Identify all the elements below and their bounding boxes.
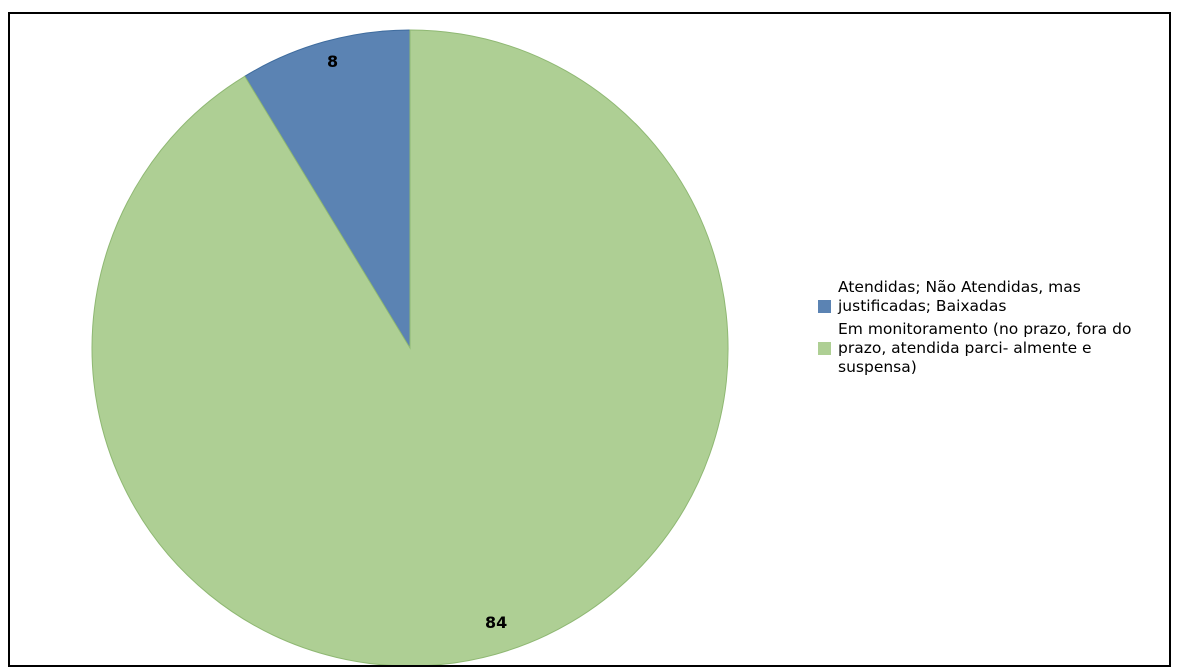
legend-item-monitoring: Em monitoramento (no prazo, fora do praz…	[818, 320, 1158, 377]
data-label-monitoring: 84	[485, 613, 507, 632]
legend-swatch-monitoring	[818, 342, 831, 355]
legend-item-completed: Atendidas; Não Atendidas, mas justificad…	[818, 278, 1158, 316]
pie-chart: 8 84	[91, 29, 729, 665]
pie-slice-completed	[244, 29, 411, 350]
legend-label-monitoring: Em monitoramento (no prazo, fora do praz…	[838, 320, 1132, 376]
pie-slice-monitoring	[91, 29, 729, 665]
chart-area: 8 84 Atendidas; Não Atendidas, mas justif…	[8, 12, 1171, 667]
legend-swatch-completed	[818, 300, 831, 313]
legend-label-completed: Atendidas; Não Atendidas, mas justificad…	[838, 278, 1081, 315]
data-label-completed: 8	[327, 52, 338, 71]
legend: Atendidas; Não Atendidas, mas justificad…	[818, 278, 1158, 381]
